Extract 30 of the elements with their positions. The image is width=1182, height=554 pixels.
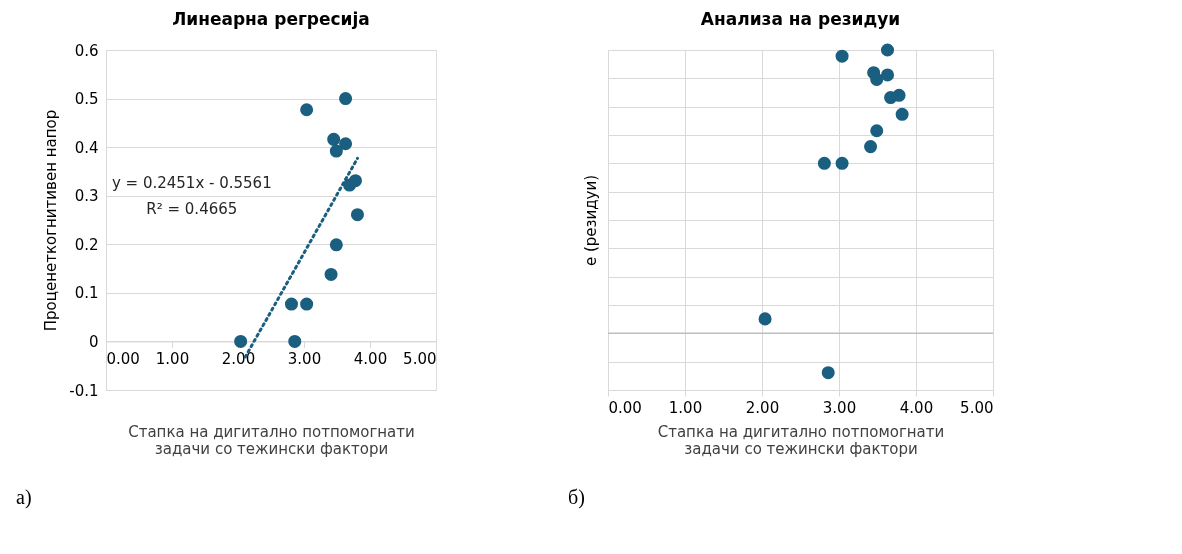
x-axis-title: Стапка на дигитално потпомогнати задачи со тежински фактори: [657, 422, 945, 458]
y-tick-label: 0: [88, 332, 99, 351]
y-tick-label: 0.1: [74, 284, 99, 303]
y-axis-title: Проценеткогнитивен напор: [42, 109, 61, 332]
chart-title: Линеарна регресија: [172, 9, 370, 29]
y-tick-label: 0.6: [74, 41, 99, 60]
x-tick-label: 0.00: [106, 349, 140, 368]
y-tick-label: 0.4: [74, 138, 99, 157]
y-tick-label: 0.2: [74, 235, 99, 254]
y-tick-label: 0.3: [74, 187, 99, 206]
y-tick-label: -0.1: [69, 381, 99, 400]
x-tick-label: 4.00: [353, 349, 388, 368]
x-tick-label: 4.00: [899, 398, 934, 417]
x-tick-label: 1.00: [155, 349, 190, 368]
text: б): [568, 486, 585, 509]
x-axis-title: Стапка на дигитално потпомогнати задачи со тежински фактори: [128, 422, 415, 458]
chart-title: Анализа на резидуи: [700, 9, 901, 30]
x-tick-label: 2.00: [221, 349, 256, 368]
y-axis-title: е (резидуи): [581, 174, 600, 267]
text: а): [16, 486, 32, 509]
annotation: y = 0.2451x - 0.5561: [111, 173, 272, 192]
x-tick-label: 1.00: [668, 398, 703, 417]
x-tick-label: 2.00: [745, 398, 780, 417]
x-tick-label: 3.00: [287, 349, 322, 368]
x-tick-label: 5.00: [960, 398, 994, 417]
x-tick-label: 0.00: [608, 398, 642, 417]
y-tick-label: 0.5: [74, 90, 99, 109]
annotation: R² = 0.4665: [146, 199, 238, 218]
x-tick-label: 3.00: [822, 398, 857, 417]
x-tick-label: 5.00: [403, 349, 437, 368]
